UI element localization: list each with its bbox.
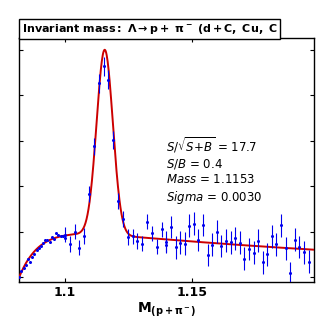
X-axis label: $\mathbf{M_{(p+\pi^-)}}$: $\mathbf{M_{(p+\pi^-)}}$ [137, 301, 196, 319]
Text: $\bf{Invariant\ mass:\ \Lambda{\rightarrow}p+\ \pi^-\ (d+C,\ Cu,\ C}$: $\bf{Invariant\ mass:\ \Lambda{\rightarr… [22, 22, 277, 36]
Text: $S/\sqrt{S\!+\!B}$ = 17.7
$S/B$ = 0.4
$Mass$ = 1.1153
$Sigma$ = 0.0030: $S/\sqrt{S\!+\!B}$ = 17.7 $S/B$ = 0.4 $M… [166, 136, 263, 206]
